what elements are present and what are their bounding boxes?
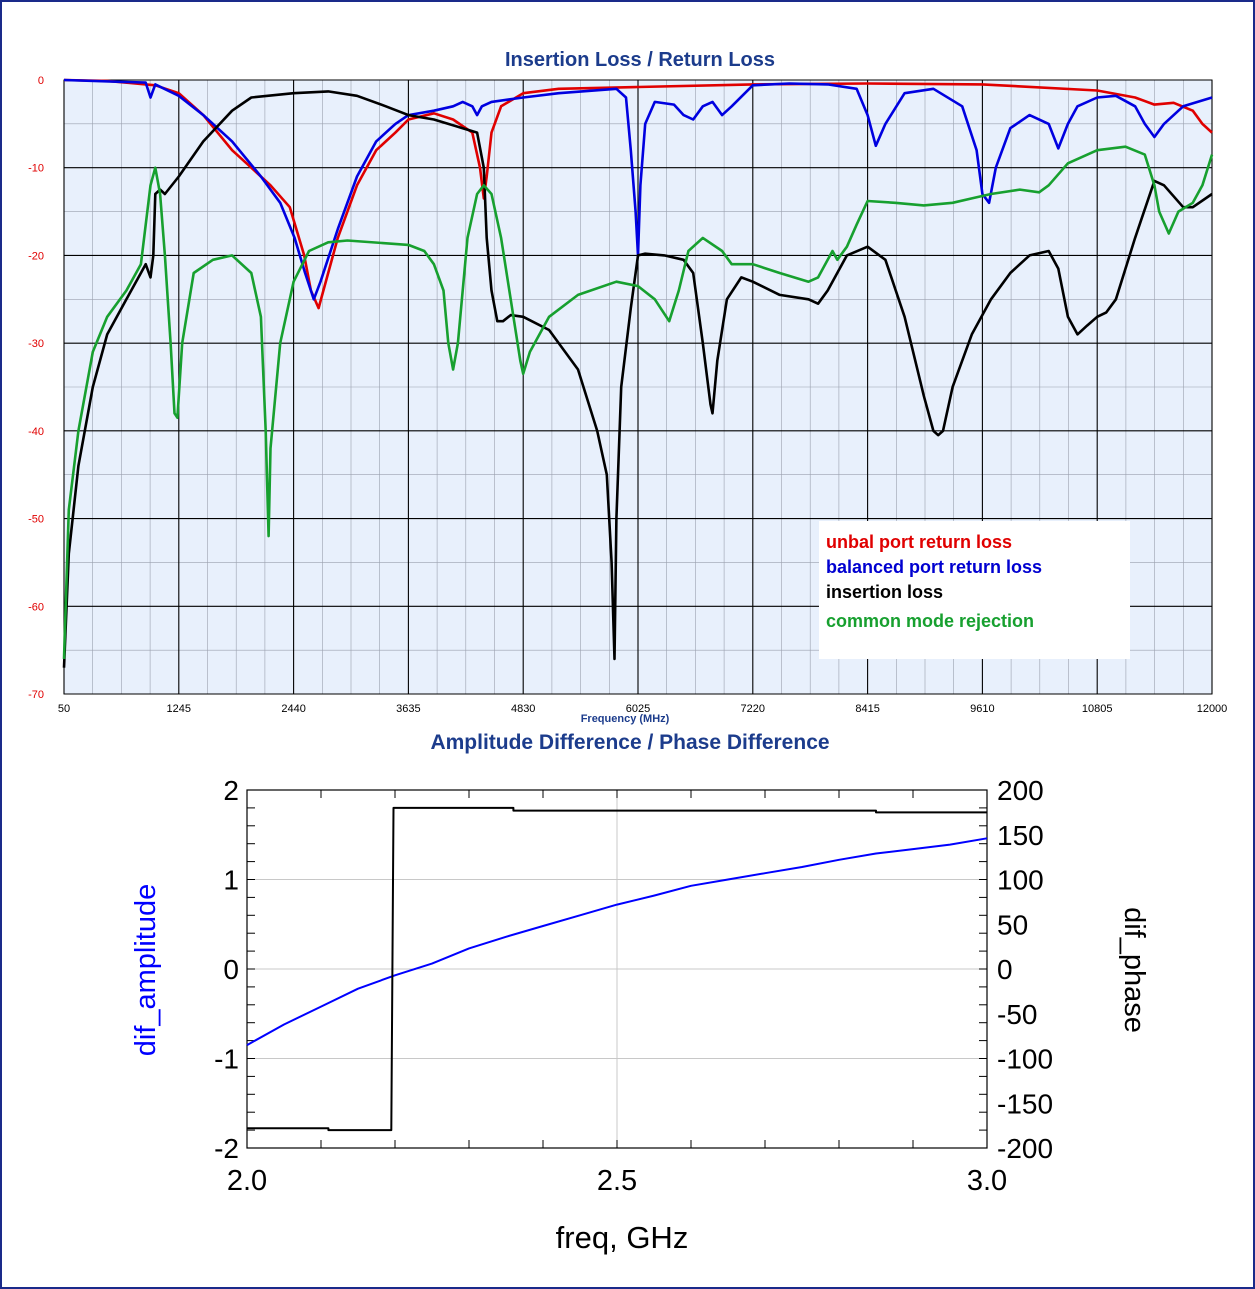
legend-item-insertion: insertion loss [826, 582, 943, 602]
top-x-tick-labels: 50 1245 2440 3635 4830 6025 7220 8415 9610 10805 1… [58, 703, 1227, 715]
top-x-tick-label: 2440 [281, 703, 305, 715]
top-x-tick-label: 3635 [396, 703, 420, 715]
right-axis-label: dif_phase [1118, 907, 1150, 1033]
bottom-x-axis-label: freq, GHz [556, 1220, 689, 1255]
top-x-tick-label: 6025 [626, 703, 650, 715]
bottom-minor-ticks [247, 790, 987, 1148]
top-x-tick-label: 1245 [167, 703, 191, 715]
left-axis-label: dif_amplitude [130, 884, 162, 1057]
bottom-left-tick-label: 2 [223, 775, 239, 806]
bottom-chart-title: Amplitude Difference / Phase Difference [430, 731, 829, 754]
bottom-right-tick-label: 100 [997, 865, 1044, 896]
top-y-tick-label: -40 [28, 426, 44, 438]
top-x-tick-label: 50 [58, 703, 70, 715]
bottom-right-tick-label: 200 [997, 775, 1044, 806]
bottom-right-tick-label: 0 [997, 954, 1013, 985]
insertion-return-loss-chart: Insertion Loss / Return Loss 0 -10 -20 -30 -… [28, 49, 1227, 725]
bottom-x-tick-label: 2.5 [597, 1165, 637, 1197]
bottom-right-tick-label: 150 [997, 820, 1044, 851]
bottom-left-tick-label: 0 [223, 954, 239, 985]
bottom-right-tick-labels: 200 150 100 50 0 -50 -100 -150 -200 [997, 775, 1053, 1164]
top-y-tick-labels: 0 -10 -20 -30 -40 -50 -60 -70 [28, 75, 44, 701]
top-chart-title: Insertion Loss / Return Loss [505, 49, 775, 71]
top-x-tick-label: 10805 [1082, 703, 1113, 715]
legend-item-balanced: balanced port return loss [826, 557, 1042, 577]
top-x-tick-label: 12000 [1197, 703, 1228, 715]
top-x-tick-label: 8415 [855, 703, 879, 715]
bottom-right-tick-label: -200 [997, 1133, 1053, 1164]
top-series-line-3 [62, 145, 1214, 659]
top-x-tick-label: 4830 [511, 703, 535, 715]
top-y-tick-label: -70 [28, 689, 44, 701]
bottom-left-tick-label: 1 [223, 865, 239, 896]
top-y-tick-label: -30 [28, 338, 44, 350]
bottom-grid [247, 790, 987, 1148]
top-y-tick-label: -10 [28, 163, 44, 175]
bottom-right-tick-label: 50 [997, 909, 1028, 940]
amplitude-phase-chart: Amplitude Difference / Phase Difference … [130, 731, 1150, 1255]
bottom-x-tick-label: 2.0 [227, 1165, 267, 1197]
legend-box [819, 521, 1130, 659]
top-series-line-1 [63, 78, 1213, 301]
bottom-left-tick-label: -2 [214, 1133, 239, 1164]
legend-item-common-mode: common mode rejection [826, 611, 1034, 631]
bottom-series-line-0 [246, 837, 988, 1046]
top-series-line-2 [62, 90, 1213, 668]
top-x-tick-label: 9610 [970, 703, 994, 715]
bottom-left-tick-label: -1 [214, 1044, 239, 1075]
top-x-axis-label: Frequency (MHz) [581, 713, 670, 725]
top-y-tick-label: -50 [28, 514, 44, 526]
top-x-tick-label: 7220 [741, 703, 765, 715]
bottom-right-tick-label: -100 [997, 1044, 1053, 1075]
top-y-tick-label: -60 [28, 601, 44, 613]
bottom-left-tick-labels: 2 1 0 -1 -2 [214, 775, 239, 1164]
bottom-right-tick-label: -150 [997, 1088, 1053, 1119]
legend-item-unbal: unbal port return loss [826, 532, 1012, 552]
bottom-right-tick-label: -50 [997, 999, 1037, 1030]
top-series-group [62, 78, 1214, 668]
top-y-tick-label: -20 [28, 250, 44, 262]
bottom-x-tick-label: 3.0 [967, 1165, 1007, 1197]
top-y-tick-label: 0 [38, 75, 44, 87]
bottom-series-line-1 [247, 806, 987, 1132]
bottom-x-tick-labels: 2.0 2.5 3.0 [227, 1165, 1007, 1197]
top-legend: unbal port return loss balanced port ret… [819, 521, 1130, 659]
bottom-series-group [246, 806, 988, 1132]
